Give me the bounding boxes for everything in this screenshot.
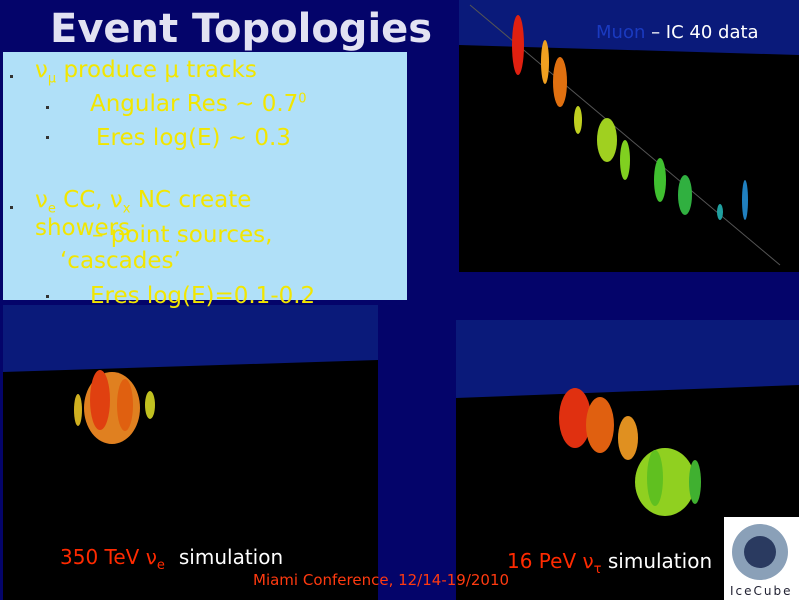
cascade-hits xyxy=(74,370,155,444)
caption: 16 PeV ντ simulation xyxy=(507,549,712,577)
text: 16 PeV ν xyxy=(507,549,594,573)
text: ν xyxy=(35,57,48,83)
double-bang-hits xyxy=(559,388,701,516)
subscript: μ xyxy=(47,71,57,87)
caption: 350 TeV νe simulation xyxy=(60,545,283,573)
bullet-text: showers xyxy=(35,215,131,241)
panel-sky xyxy=(456,320,799,398)
text: ν xyxy=(109,187,123,213)
text: – IC 40 data xyxy=(645,22,759,43)
sub-bullet-text: Eres log(E) ~ 0.3 xyxy=(96,125,291,151)
bullet-text: – point sources, xyxy=(92,222,273,248)
text: NC create xyxy=(130,187,252,213)
panel-label: Muon – IC 40 data xyxy=(596,22,759,43)
text: simulation xyxy=(601,549,713,573)
bullet xyxy=(10,75,13,78)
logo-core xyxy=(744,536,776,568)
subscript: e xyxy=(156,558,165,573)
text: simulation xyxy=(178,545,284,569)
subscript: x xyxy=(122,201,131,217)
panel-sky xyxy=(3,305,378,372)
text: ν xyxy=(35,187,48,213)
subscript: τ xyxy=(593,562,602,577)
subscript: e xyxy=(47,201,56,217)
bullet-text: ‘cascades’ xyxy=(60,248,181,274)
text-box xyxy=(3,52,407,300)
text: 350 TeV ν xyxy=(60,545,157,569)
sub-bullet-text: Angular Res ~ 0.70 xyxy=(90,91,307,117)
text: CC, xyxy=(55,187,110,213)
bullet xyxy=(10,206,13,209)
bullet xyxy=(46,295,49,298)
sub-bullet-text: Eres log(E)=0.1-0.2 xyxy=(90,283,316,309)
logo-text: IceCube xyxy=(730,584,793,598)
bullet xyxy=(46,136,49,139)
bullet-text: νe CC, νx NC create xyxy=(35,187,251,217)
label: Muon xyxy=(596,22,646,43)
muon-hits xyxy=(512,15,748,220)
bullet-text: νμ produce μ tracks xyxy=(35,57,257,87)
superscript: 0 xyxy=(298,91,307,107)
bullet xyxy=(46,106,49,109)
title: Event Topologies xyxy=(50,6,433,52)
text: produce μ tracks xyxy=(56,57,257,83)
text: Angular Res ~ 0.7 xyxy=(90,91,299,117)
footer: Miami Conference, 12/14-19/2010 xyxy=(253,571,510,589)
